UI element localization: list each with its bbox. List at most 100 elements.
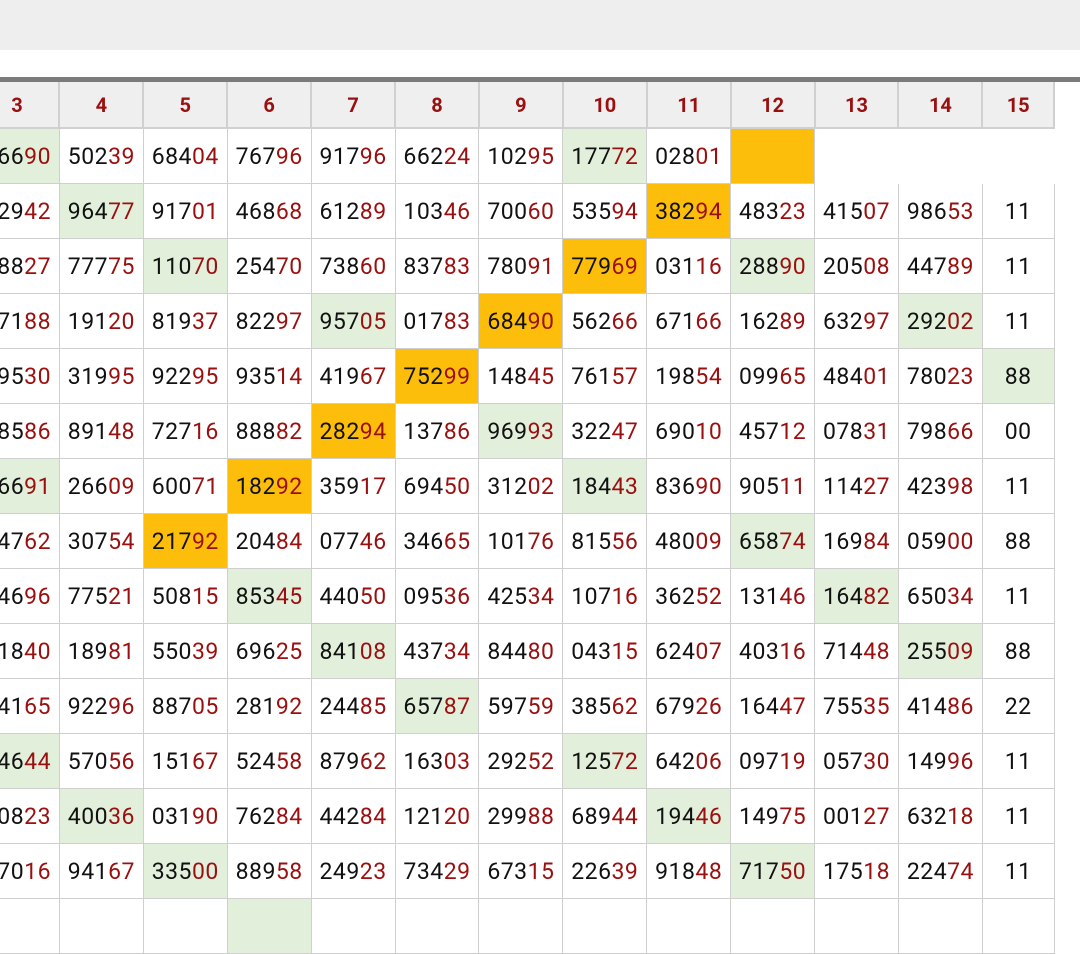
grid-cell[interactable]: 19120 xyxy=(58,293,144,349)
grid-cell[interactable]: 44165 xyxy=(0,678,60,734)
column-header[interactable]: 5 xyxy=(143,82,229,129)
grid-cell[interactable]: 84480 xyxy=(478,623,564,679)
grid-cell[interactable] xyxy=(981,898,1055,954)
grid-cell[interactable]: 96993 xyxy=(478,403,564,459)
grid-cell[interactable]: 68944 xyxy=(562,788,648,844)
grid-cell[interactable]: 93514 xyxy=(226,348,312,404)
grid-cell[interactable]: 73860 xyxy=(310,238,396,294)
grid-cell[interactable]: 88705 xyxy=(142,678,228,734)
grid-cell[interactable]: 90511 xyxy=(730,458,816,514)
grid-cell[interactable]: 29988 xyxy=(478,788,564,844)
grid-cell[interactable]: 12120 xyxy=(394,788,480,844)
grid-cell[interactable]: 11 xyxy=(981,843,1055,899)
grid-cell[interactable]: 52458 xyxy=(226,733,312,789)
grid-cell[interactable]: 83783 xyxy=(394,238,480,294)
grid-cell[interactable]: 77775 xyxy=(58,238,144,294)
grid-cell[interactable]: 48009 xyxy=(646,513,732,569)
grid-cell[interactable]: 76157 xyxy=(562,348,648,404)
grid-cell[interactable]: 09719 xyxy=(730,733,816,789)
grid-cell[interactable]: 78091 xyxy=(478,238,564,294)
grid-cell[interactable]: 65874 xyxy=(730,513,816,569)
grid-cell[interactable]: 25470 xyxy=(226,238,312,294)
grid-cell[interactable]: 02801 xyxy=(646,127,732,184)
grid-cell[interactable]: 42534 xyxy=(478,568,564,624)
grid-cell[interactable]: 70060 xyxy=(478,183,564,239)
grid-cell[interactable]: 41507 xyxy=(814,183,899,239)
column-header[interactable]: 6 xyxy=(227,82,313,129)
grid-cell[interactable] xyxy=(730,898,816,954)
grid-cell[interactable]: 73429 xyxy=(394,843,480,899)
grid-cell[interactable] xyxy=(562,898,648,954)
grid-cell[interactable]: 85345 xyxy=(226,568,312,624)
grid-cell[interactable]: 62407 xyxy=(646,623,732,679)
grid-cell[interactable] xyxy=(226,898,312,954)
grid-cell[interactable]: 26609 xyxy=(58,458,144,514)
grid-cell[interactable]: 18586 xyxy=(0,403,60,459)
grid-cell[interactable]: 16482 xyxy=(814,568,899,624)
grid-cell[interactable]: 46868 xyxy=(226,183,312,239)
grid-cell[interactable]: 11427 xyxy=(814,458,899,514)
grid-cell[interactable]: 09530 xyxy=(0,348,60,404)
grid-cell[interactable]: 11 xyxy=(981,788,1055,844)
grid-cell[interactable]: 48401 xyxy=(814,348,899,404)
grid-cell[interactable]: 16289 xyxy=(730,293,816,349)
grid-cell[interactable]: 00127 xyxy=(814,788,899,844)
grid-cell[interactable]: 17518 xyxy=(814,843,899,899)
grid-cell[interactable]: 92295 xyxy=(142,348,228,404)
grid-cell[interactable]: 28890 xyxy=(730,238,816,294)
grid-cell[interactable]: 29252 xyxy=(478,733,564,789)
grid-cell[interactable]: 05900 xyxy=(897,513,983,569)
grid-cell[interactable]: 38294 xyxy=(646,183,732,239)
grid-cell[interactable]: 31202 xyxy=(478,458,564,514)
grid-cell[interactable]: 69450 xyxy=(394,458,480,514)
grid-cell[interactable] xyxy=(394,898,480,954)
grid-cell[interactable]: 10295 xyxy=(478,127,564,184)
grid-cell[interactable]: 40316 xyxy=(730,623,816,679)
grid-cell[interactable]: 67926 xyxy=(646,678,732,734)
grid-cell[interactable]: 61289 xyxy=(310,183,396,239)
grid-cell[interactable]: 21792 xyxy=(142,513,228,569)
grid-cell[interactable]: 11070 xyxy=(142,238,228,294)
grid-cell[interactable]: 57056 xyxy=(58,733,144,789)
grid-cell[interactable]: 44789 xyxy=(897,238,983,294)
grid-cell[interactable]: 65787 xyxy=(394,678,480,734)
grid-cell[interactable]: 82297 xyxy=(226,293,312,349)
grid-cell[interactable]: 64644 xyxy=(0,733,60,789)
grid-cell[interactable]: 11 xyxy=(981,293,1055,349)
grid-cell[interactable] xyxy=(897,898,983,954)
grid-cell[interactable]: 19446 xyxy=(646,788,732,844)
grid-cell[interactable]: 44284 xyxy=(310,788,396,844)
grid-cell[interactable]: 83690 xyxy=(646,458,732,514)
grid-cell[interactable]: 33500 xyxy=(142,843,228,899)
grid-cell[interactable]: 64206 xyxy=(646,733,732,789)
grid-cell[interactable]: 11 xyxy=(981,183,1055,239)
grid-cell[interactable]: 71750 xyxy=(730,843,816,899)
grid-cell[interactable]: 14845 xyxy=(478,348,564,404)
grid-cell[interactable]: 25509 xyxy=(897,623,983,679)
grid-cell[interactable]: 15167 xyxy=(142,733,228,789)
grid-cell[interactable] xyxy=(58,898,144,954)
grid-cell[interactable]: 34665 xyxy=(394,513,480,569)
column-header[interactable]: 11 xyxy=(646,82,732,129)
grid-cell[interactable] xyxy=(814,128,899,184)
grid-cell[interactable]: 78023 xyxy=(897,348,983,404)
grid-cell[interactable]: 88 xyxy=(981,623,1055,679)
grid-cell[interactable]: 19854 xyxy=(646,348,732,404)
grid-cell[interactable]: 38562 xyxy=(562,678,648,734)
grid-cell[interactable]: 59759 xyxy=(478,678,564,734)
grid-cell[interactable]: 79866 xyxy=(897,403,983,459)
grid-cell[interactable]: 07746 xyxy=(310,513,396,569)
grid-cell[interactable]: 84108 xyxy=(310,623,396,679)
grid-cell[interactable]: 96477 xyxy=(58,183,144,239)
column-header[interactable]: 4 xyxy=(59,82,145,129)
grid-cell[interactable]: 32247 xyxy=(562,403,648,459)
column-header[interactable]: 12 xyxy=(730,82,816,129)
grid-cell[interactable]: 11 xyxy=(981,458,1055,514)
grid-cell[interactable]: 29202 xyxy=(897,293,983,349)
grid-cell[interactable]: 16984 xyxy=(814,513,899,569)
grid-cell[interactable]: 35917 xyxy=(310,458,396,514)
grid-cell[interactable]: 50815 xyxy=(142,568,228,624)
